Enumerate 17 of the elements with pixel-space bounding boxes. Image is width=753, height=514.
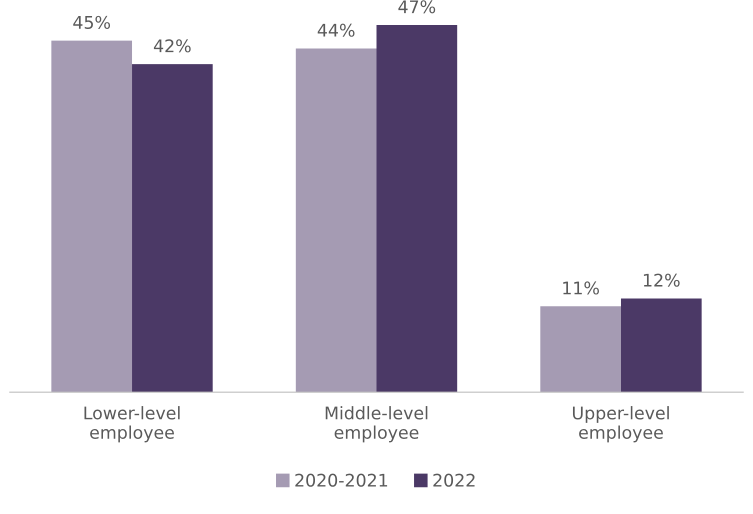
legend-label: 2020-2021: [295, 474, 388, 487]
bar: [51, 40, 132, 392]
data-label: 12%: [644, 274, 680, 287]
x-tick-label: Lower-level employee: [84, 406, 180, 442]
data-label: 42%: [154, 39, 191, 52]
data-label: 47%: [398, 0, 436, 14]
data-label: 44%: [318, 24, 354, 37]
bar: [296, 48, 376, 392]
x-tick-label: Upper-level employee: [572, 406, 669, 442]
bar: [132, 64, 213, 392]
bar: [540, 306, 621, 392]
data-label: 11%: [563, 281, 599, 295]
x-tick-label: Middle-level employee: [326, 406, 428, 442]
legend-label: 2022: [433, 474, 475, 487]
data-label: 45%: [73, 16, 110, 29]
bar: [620, 298, 702, 392]
bar: [376, 25, 458, 392]
